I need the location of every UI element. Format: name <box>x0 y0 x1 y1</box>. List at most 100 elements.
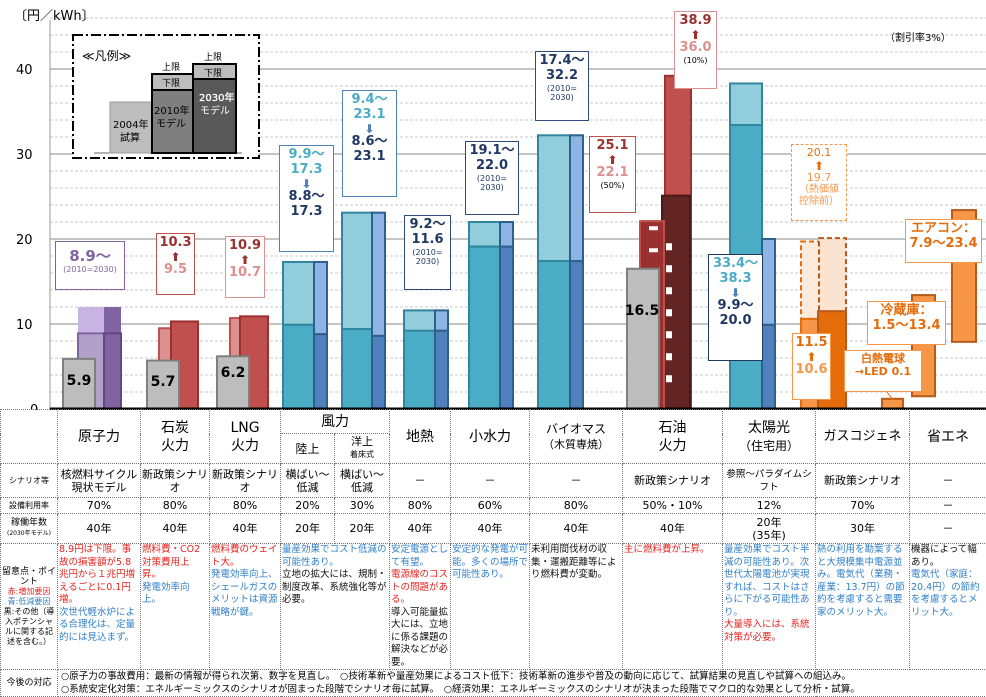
annotation-biomass: 17.4〜 32.2 (2010= 2030) <box>535 51 589 121</box>
y-axis-label: 〔円／kWh〕 <box>14 9 95 24</box>
annotation-cogen: 11.5 ⬆ 10.6 <box>792 333 831 400</box>
annotation-fridge: 冷蔵庫： 1.5〜13.4 <box>867 301 946 345</box>
svg-text:モデル: モデル <box>156 117 186 130</box>
oil-dash-mark <box>666 353 672 360</box>
svg-text:下限: 下限 <box>162 78 180 89</box>
bar-7-2010-lower <box>538 261 570 409</box>
utilization-row: 設備利用率 70% 80% 80% 20% 30% 80% 60% 80% 50… <box>1 498 986 514</box>
svg-text:試算: 試算 <box>120 131 140 144</box>
annotation-led: 白熱電球 →LED 0.1 <box>844 350 922 392</box>
bar-6-2010-lower <box>469 247 500 409</box>
annotation-lng: 10.9 ⬆ 10.7 <box>225 236 265 298</box>
annotation-coal: 10.3 ⬆ 9.5 <box>156 233 195 295</box>
header-energy-saving: 省エネ <box>910 410 986 464</box>
oil-dash-mark <box>649 248 658 252</box>
point-geothermal: 安定電源として有望。電源線のコストの問題がある。導入可能量拡大には、立地に係る課… <box>390 544 451 670</box>
bar-7-2030-lower <box>570 261 583 409</box>
point-wind: 量産効果でコスト低減の可能性あり。立地の拡大には、規制・制度改革、系統強化等が必… <box>281 544 390 670</box>
bar-5-2010-upper <box>404 310 435 330</box>
bar-solar-2030-upper <box>762 239 775 325</box>
scenario-row: シナリオ等 核燃料サイクル現状モデル 新政策シナリオ 新政策シナリオ 横ばい〜低… <box>1 464 986 498</box>
bar-4-2030-lower <box>372 336 385 409</box>
annotation-hydro: 19.1〜 22.0 (2010= 2030) <box>465 141 519 215</box>
annotation-oil-10: 38.9 ⬆ 36.0 (10%) <box>674 11 717 89</box>
future-row: 今後の対応 ○原子力の事故費用：最新の情報が得られ次第、数字を見直し。 ○技術革… <box>1 670 986 697</box>
header-hydro: 小水力 <box>451 410 530 464</box>
bar-5-2030-upper <box>435 310 448 330</box>
oil-dash-mark <box>649 226 658 230</box>
bar-5-2010-lower <box>404 331 435 409</box>
point-oil: 主に燃料費が上昇。 <box>623 544 723 670</box>
bar-3-2010-upper <box>283 262 314 325</box>
oil-dash-mark <box>666 243 672 250</box>
point-energy-saving: 機器によって幅あり。電気代（家庭：20.4円）の節約を考慮するとメリット大。 <box>910 544 986 670</box>
svg-text:下限: 下限 <box>204 68 222 79</box>
svg-text:上限: 上限 <box>204 52 222 63</box>
bar-cogen-2030-heat <box>819 238 846 311</box>
legend-2004-label: 2004年 <box>113 118 148 131</box>
svg-text:モデル: モデル <box>200 104 230 117</box>
bar-3-2010-lower <box>283 325 314 409</box>
annotation-wind-offshore: 9.4〜 23.1 ⬇ 8.6〜 23.1 <box>342 90 397 197</box>
legend: ≪凡例≫ 2004年 試算 下限 上限 2010年 モデル 下限 上限 2030… <box>73 35 259 158</box>
y-tick-label: 10 <box>16 318 33 333</box>
annotation-wind-onshore: 9.9〜 17.3 ⬇ 8.8〜 17.3 <box>279 145 334 252</box>
legend-title: ≪凡例≫ <box>82 49 131 63</box>
bar-led-saving <box>882 399 903 409</box>
bar-7-2010-upper <box>538 135 570 261</box>
oil-dash-mark <box>666 265 672 272</box>
header-biomass: バイオマス（木質専焼） <box>530 410 623 464</box>
value-coal-2004: 5.7 <box>151 374 176 390</box>
point-cogen: 熱の利用を勘案すると大規模集中電源並み。電気代（業務・産業：13.7円）の節約を… <box>816 544 910 670</box>
bar-7-2030-upper <box>570 135 583 261</box>
discount-rate-note: （割引率3%） <box>885 31 951 44</box>
bar-6-2010-upper <box>469 222 500 247</box>
bar-oil-2004 <box>627 269 659 409</box>
oil-dash-mark <box>666 331 672 338</box>
bar-4-2010-lower <box>342 329 372 409</box>
legend-2010-label: 2010年 <box>154 104 189 117</box>
header-wind-onshore: 陸上 <box>281 434 335 464</box>
value-oil-2004: 16.5 <box>625 303 660 319</box>
value-lng-2004: 6.2 <box>221 365 246 381</box>
annotation-cogen-heat: 20.1 ⬆ 19.7 （熱価値 控除前） <box>791 144 847 221</box>
point-nuclear: 8.9円は下限。事故の損害額が5.8兆円から１兆円増えるごとに0.1円増。次世代… <box>58 544 141 670</box>
bar-solar-2030-lower <box>762 325 775 409</box>
legend-2030-label: 2030年 <box>199 91 234 104</box>
header-cogen: ガスコジェネ <box>816 410 910 464</box>
point-hydro: 安定的な発電が可能。多くの場所で可能性あり。 <box>451 544 530 670</box>
bar-3-2030-upper <box>314 262 327 334</box>
bar-4-2030-upper <box>372 213 385 336</box>
header-solar: 太陽光（住宅用） <box>723 410 816 464</box>
oil-dash-mark <box>666 287 672 294</box>
annotation-oil-50: 25.1 ⬆ 22.1 (50%) <box>589 136 636 213</box>
header-nuclear: 原子力 <box>58 410 141 464</box>
header-wind-offshore: 洋上着床式 <box>335 434 390 464</box>
bar-3-2030-lower <box>314 334 327 409</box>
bar-6-2030-lower <box>500 247 513 409</box>
header-oil: 石油火力 <box>623 410 723 464</box>
annotation-geothermal: 9.2〜 11.6 (2010= 2030) <box>404 215 451 290</box>
points-row: 留意点・ポイント 赤:増加要因 青:低減要因 黒:その他（導入ポテンシャルに関す… <box>1 544 986 670</box>
oil-dash-mark <box>666 309 672 316</box>
annotation-aircon: エアコン： 7.9〜23.4 <box>905 219 982 263</box>
y-tick-label: 30 <box>16 148 33 163</box>
annotation-solar: 33.4〜 38.3 ⬇ 9.9〜 20.0 <box>708 254 763 361</box>
header-wind: 風力 <box>281 410 390 434</box>
value-nuclear-2004: 5.9 <box>67 373 92 389</box>
point-solar: 量産効果でコスト半減の可能性あり。次世代太陽電池が実現すれば、コストはさらに下が… <box>723 544 816 670</box>
header-geothermal: 地熱 <box>390 410 451 464</box>
years-row: 稼働年数(2030年モデル) 40年 40年 40年 20年 20年 40年 4… <box>1 514 986 544</box>
point-biomass: 未利用間伐材の収集・運搬距離等により燃料費が変動。 <box>530 544 623 670</box>
bar-6-2030-upper <box>500 222 513 247</box>
y-tick-label: 20 <box>16 233 33 248</box>
oil-dash-mark <box>666 375 672 382</box>
annotation-nuclear: 8.9〜 (2010=2030) <box>55 241 125 290</box>
header-coal: 石炭火力 <box>141 410 210 464</box>
svg-text:上限: 上限 <box>162 62 180 73</box>
bar-solar-2010-upper <box>730 83 762 125</box>
point-coal: 燃料費・CO2対策費用上昇。発電効率向上。 <box>141 544 210 670</box>
